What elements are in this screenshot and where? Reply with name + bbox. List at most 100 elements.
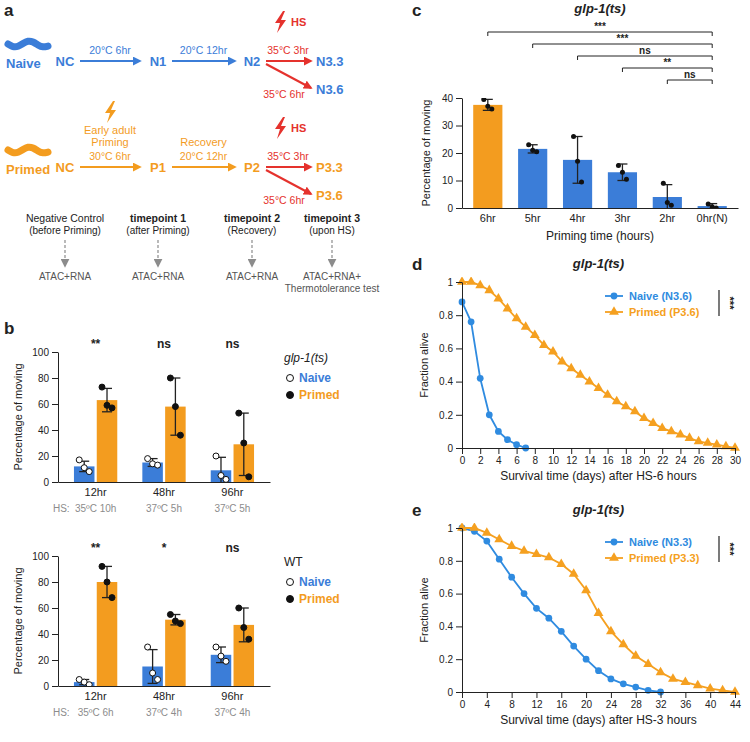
tick-mark [487, 692, 488, 698]
x-axis: 048121620242832364044 [460, 692, 742, 710]
tick-mark [456, 126, 462, 127]
tick-mark [536, 692, 537, 698]
tick-label: 0 [43, 681, 49, 692]
tick-label: 0 [460, 699, 466, 710]
point [595, 667, 602, 674]
worm-icon [8, 147, 48, 153]
tick-mark [52, 430, 58, 431]
significance-bracket [488, 32, 712, 36]
point [496, 556, 503, 563]
assay: ATAC+RNA+ [303, 271, 361, 282]
timepoint-title: timepoint 2 [224, 212, 280, 224]
tick-label: 6 [514, 455, 520, 466]
point [86, 682, 92, 686]
tick-label: 20 [581, 699, 593, 710]
tick: 20 [38, 655, 58, 666]
point [145, 456, 151, 462]
point [533, 605, 540, 612]
significance-bracket [718, 536, 719, 562]
tick-mark [561, 692, 562, 698]
point [526, 142, 531, 147]
tick-mark [456, 282, 462, 283]
point [718, 685, 728, 694]
timepoint-subtitle: (Recovery) [228, 225, 277, 236]
tick-mark [456, 594, 462, 595]
tick-mark [611, 692, 612, 698]
tick-label: 26 [694, 455, 706, 466]
tick: 0.8 [439, 556, 462, 567]
tick: 4hr [570, 212, 586, 224]
point [484, 285, 494, 294]
tick-label: 28 [712, 455, 724, 466]
figure: abcdeNaiveNCN1N2N3.3N3.620°C 6hr20°C 12h… [0, 0, 750, 742]
point [566, 363, 576, 372]
point [177, 621, 183, 627]
bar [518, 149, 547, 208]
line [462, 528, 735, 692]
tick-mark [462, 692, 463, 698]
point [241, 440, 247, 446]
point [213, 644, 219, 650]
tick-mark [735, 692, 736, 698]
tick: 48hr [153, 690, 175, 702]
point [612, 396, 622, 405]
point [606, 626, 616, 635]
point [155, 677, 161, 683]
tick-label: 36 [680, 699, 692, 710]
tick-label: 6hr [480, 212, 496, 224]
point [581, 585, 591, 594]
point [99, 384, 105, 390]
line [462, 302, 526, 448]
panel-a: NaiveNCN1N2N3.3N3.620°C 6hr20°C 12hrHS35… [6, 11, 379, 294]
tick: 0 [460, 692, 466, 710]
x-axis-title: Survival time (days) after HS-3 hours [500, 713, 697, 727]
significance: ns [684, 69, 696, 80]
y-axis: 010203040 [442, 93, 463, 214]
line [462, 282, 735, 448]
tick-label: 0.6 [439, 343, 453, 354]
condition: 37ºC 5h [214, 503, 250, 514]
tick: 22 [657, 448, 669, 466]
point [545, 615, 552, 622]
legend-marker [611, 293, 618, 300]
tick: 16 [603, 448, 615, 466]
tick-mark [52, 378, 58, 379]
tick-label: 0.4 [439, 376, 453, 387]
tick-mark [52, 582, 58, 583]
tick-label: 22 [657, 455, 669, 466]
y-axis-title: Percentage of moving [12, 363, 24, 470]
condition: 37ºC 4h [214, 707, 250, 718]
bar [97, 582, 118, 686]
tick: 0 [43, 681, 58, 692]
marks [74, 375, 254, 482]
tick-mark [512, 692, 513, 698]
tick: 0.6 [439, 588, 462, 599]
point [236, 605, 242, 611]
point [630, 406, 640, 415]
tick-mark [52, 660, 58, 661]
row-label: Naive [6, 56, 41, 71]
point [482, 527, 492, 536]
x-axis-title: Priming time (hours) [546, 229, 654, 243]
arrow [80, 166, 140, 168]
point [575, 369, 585, 378]
point [521, 321, 531, 330]
point [155, 462, 161, 468]
tick-mark [535, 448, 536, 454]
tick: 40 [442, 93, 462, 104]
step-title: Recovery [180, 136, 227, 148]
step-title: Priming [91, 136, 128, 148]
significance: ns [225, 541, 239, 555]
tick: 80 [38, 373, 58, 384]
tick-label: 24 [606, 699, 618, 710]
arrow [172, 166, 235, 168]
bar [165, 620, 186, 686]
tick-mark [52, 608, 58, 609]
tick-mark [636, 692, 637, 698]
error-bar [239, 413, 249, 475]
point [694, 436, 704, 445]
point [519, 545, 529, 554]
tick-label: 0 [43, 477, 49, 488]
significance-bracket [718, 290, 719, 316]
tick: 40 [38, 629, 58, 640]
